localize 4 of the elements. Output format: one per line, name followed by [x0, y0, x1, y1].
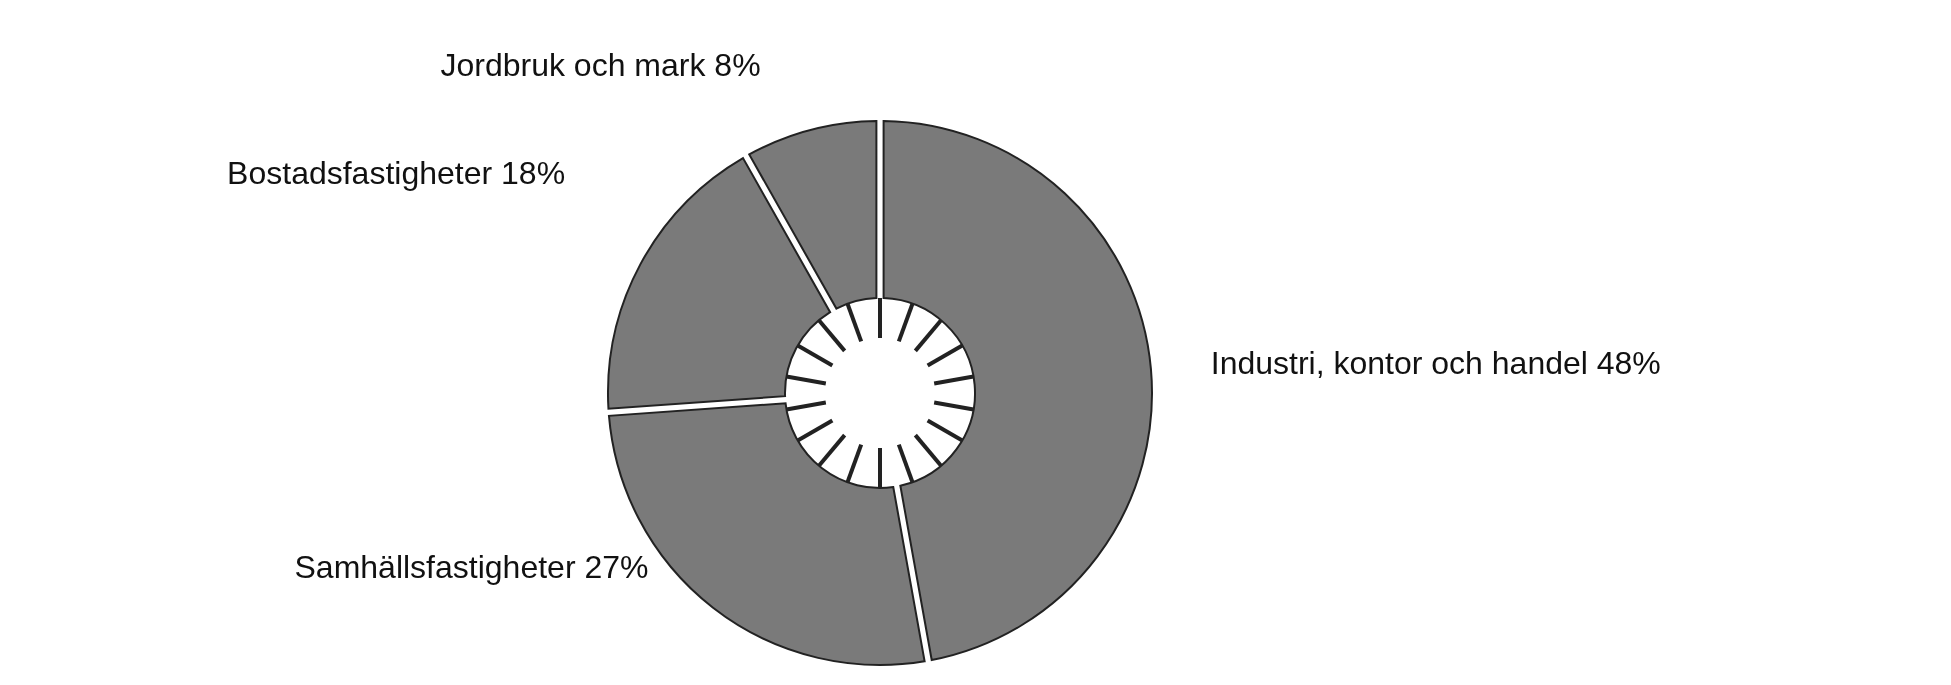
slice-label: Industri, kontor och handel 48%: [1210, 344, 1661, 381]
slice-label: Samhällsfastigheter 27%: [294, 548, 649, 585]
slice-label: Jordbruk och mark 8%: [440, 47, 761, 84]
slice-label: Bostadsfastigheter 18%: [227, 154, 566, 191]
